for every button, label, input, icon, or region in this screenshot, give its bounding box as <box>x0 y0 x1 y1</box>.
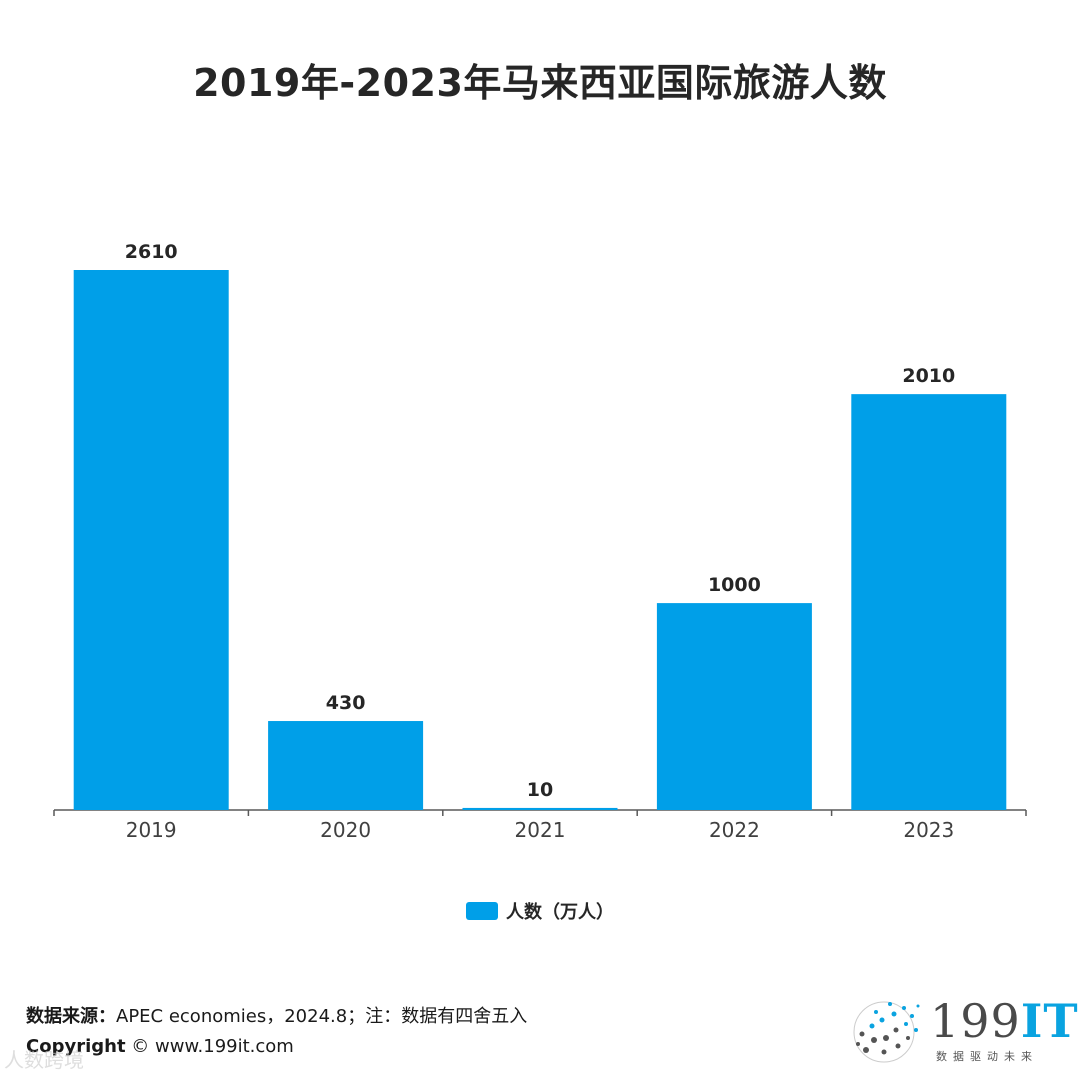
data-label-2020: 430 <box>326 692 366 714</box>
copyright-label: Copyright <box>26 1036 126 1057</box>
bar-chart: 2610 2019 430 2020 10 2021 1000 2022 2010 2023 <box>53 241 1027 842</box>
data-label-2022: 1000 <box>708 574 761 596</box>
legend-label: 人数（万人） <box>506 902 614 923</box>
bar-2021 <box>462 807 618 810</box>
x-tick-label-2021: 2021 <box>515 818 566 842</box>
logo-dots-icon <box>853 1001 920 1063</box>
source-label: 数据来源： <box>26 1006 116 1027</box>
x-tick-label-2023: 2023 <box>903 818 954 842</box>
x-tick-label-2020: 2020 <box>320 818 371 842</box>
copyright: Copyright © www.199it.com <box>26 1036 294 1057</box>
copyright-text: © www.199it.com <box>131 1036 294 1057</box>
data-label-2023: 2010 <box>902 365 955 387</box>
logo-numeral: 199 <box>930 994 1021 1048</box>
logo-suffix: IT <box>1020 994 1079 1048</box>
logo-tagline: 数据驱动未来 <box>936 1050 1038 1063</box>
x-tick-label-2019: 2019 <box>126 818 177 842</box>
data-source: 数据来源：APEC economies，2024.8；注：数据有四舍五入 <box>26 1002 527 1028</box>
logo-199it: 199IT 数据驱动未来 <box>846 990 1078 1070</box>
data-label-2021: 10 <box>527 779 553 801</box>
chart-title: 2019年-2023年马来西亚国际旅游人数 <box>193 61 887 105</box>
bar-2020 <box>268 721 424 810</box>
x-tick-label-2022: 2022 <box>709 818 760 842</box>
bar-2019 <box>73 270 229 810</box>
logo-text: 199IT <box>930 994 1079 1048</box>
bar-2022 <box>656 603 812 810</box>
data-label-2019: 2610 <box>125 241 178 263</box>
legend-swatch <box>466 902 498 920</box>
source-text: APEC economies，2024.8；注：数据有四舍五入 <box>116 1006 528 1027</box>
legend: 人数（万人） <box>0 898 1080 924</box>
watermark: 人数跨境 <box>4 1048 84 1072</box>
bar-2023 <box>851 394 1007 810</box>
